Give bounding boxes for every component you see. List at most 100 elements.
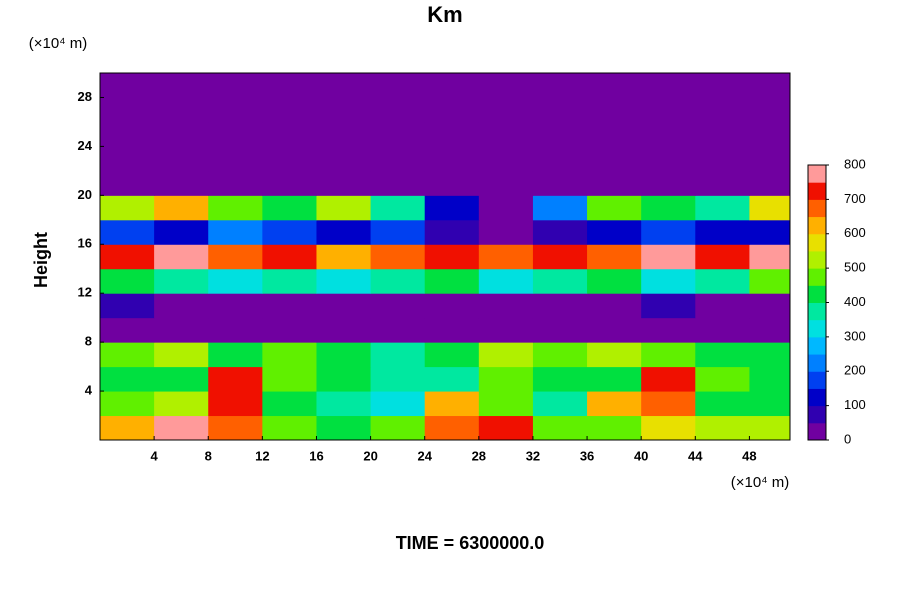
x-tick-label: 24 <box>417 448 432 463</box>
heat-cell <box>641 195 696 221</box>
colorbar-segment <box>808 336 826 355</box>
heat-cell <box>100 195 155 221</box>
heat-cell <box>262 170 317 196</box>
heat-cell <box>370 268 426 294</box>
heat-cell <box>316 73 372 98</box>
heat-cell <box>208 268 263 294</box>
heat-cell <box>154 97 209 123</box>
heat-cell <box>424 97 480 123</box>
footer-time: TIME = 6300000.0 <box>396 533 545 553</box>
heat-cell <box>749 170 791 196</box>
heat-cell <box>587 391 642 417</box>
colorbar-segment <box>808 165 826 183</box>
x-unit: (×10⁴ m) <box>731 474 790 491</box>
x-tick-label: 28 <box>472 448 486 463</box>
heat-cell <box>154 121 209 147</box>
heat-cell <box>641 97 696 123</box>
heat-cell <box>695 97 750 123</box>
heat-cell <box>424 244 480 270</box>
heat-cell <box>100 293 155 319</box>
heat-cell <box>100 146 155 172</box>
heat-cell <box>478 170 534 196</box>
heat-cell <box>587 170 642 196</box>
x-tick-label: 44 <box>688 448 703 463</box>
heat-cell <box>154 219 209 245</box>
x-tick-label: 4 <box>151 448 159 463</box>
heat-cell <box>749 391 791 417</box>
heat-cell <box>749 146 791 172</box>
heat-cell <box>478 146 534 172</box>
heat-cell <box>262 146 317 172</box>
heat-cell <box>370 293 426 319</box>
heat-cell <box>749 366 791 392</box>
heat-cell <box>208 219 263 245</box>
heat-cell <box>695 391 750 417</box>
heat-cell <box>154 293 209 319</box>
heat-cell <box>641 244 696 270</box>
heat-cell <box>587 244 642 270</box>
colorbar-segment <box>808 233 826 252</box>
colorbar-tick-label: 0 <box>844 431 851 446</box>
heat-cell <box>587 268 642 294</box>
plot-frame <box>99 72 791 441</box>
colorbar-tick-label: 100 <box>844 397 866 412</box>
y-unit: (×10⁴ m) <box>29 35 88 52</box>
heat-cell <box>532 391 588 417</box>
heat-cell <box>370 342 426 368</box>
heat-cell <box>532 342 588 368</box>
heat-cell <box>478 293 534 319</box>
heat-cell <box>100 121 155 147</box>
colorbar-segment <box>808 319 826 338</box>
heat-cell <box>154 342 209 368</box>
chart-title: Km <box>427 2 462 27</box>
heat-cell <box>478 391 534 417</box>
heat-cell <box>316 415 372 441</box>
heat-cell <box>370 391 426 417</box>
heat-cell <box>587 97 642 123</box>
heat-cell <box>424 219 480 245</box>
x-tick-label: 32 <box>526 448 540 463</box>
y-tick-label: 28 <box>78 89 92 104</box>
heat-cell <box>424 317 480 343</box>
heat-cell <box>208 244 263 270</box>
heat-cell <box>587 146 642 172</box>
heat-cell <box>587 73 642 98</box>
heat-cell <box>262 317 317 343</box>
heat-cell <box>695 342 750 368</box>
heat-cell <box>208 391 263 417</box>
heat-cell <box>587 219 642 245</box>
heat-cell <box>424 73 480 98</box>
heat-cell <box>100 268 155 294</box>
heat-cell <box>424 293 480 319</box>
heat-cell <box>749 195 791 221</box>
heat-cell <box>262 73 317 98</box>
heat-cell <box>154 170 209 196</box>
heat-cell <box>532 219 588 245</box>
heat-cell <box>208 121 263 147</box>
heat-cell <box>208 97 263 123</box>
heat-cell <box>587 342 642 368</box>
heat-cell <box>695 317 750 343</box>
y-tick-label: 24 <box>78 138 93 153</box>
heat-cell <box>208 146 263 172</box>
heat-cell <box>154 268 209 294</box>
heat-cell <box>316 170 372 196</box>
heat-cell <box>749 342 791 368</box>
heat-cell <box>424 342 480 368</box>
heat-cell <box>154 391 209 417</box>
colorbar-segment <box>808 354 826 372</box>
heat-cell <box>749 317 791 343</box>
heat-cell <box>262 415 317 441</box>
colorbar-segment <box>808 388 826 407</box>
heat-cell <box>100 391 155 417</box>
colorbar-tick-label: 500 <box>844 260 866 275</box>
heat-cell <box>641 121 696 147</box>
heat-cell <box>478 268 534 294</box>
heat-cell <box>641 219 696 245</box>
heat-cell <box>695 293 750 319</box>
colorbar-tick-label: 800 <box>844 156 866 171</box>
heat-cell <box>478 195 534 221</box>
heat-cell <box>100 170 155 196</box>
heat-cell <box>695 219 750 245</box>
